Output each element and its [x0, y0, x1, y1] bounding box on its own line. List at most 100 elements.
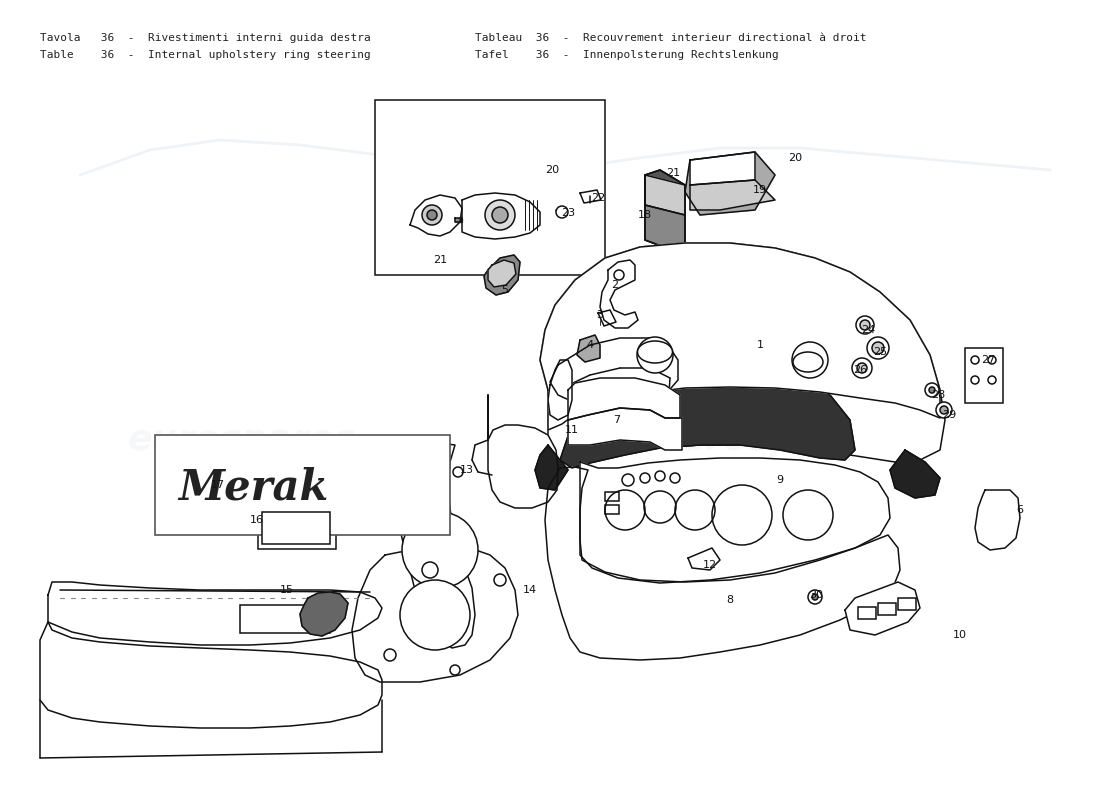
Polygon shape: [568, 408, 682, 450]
Polygon shape: [462, 193, 540, 239]
Polygon shape: [548, 360, 572, 420]
Polygon shape: [598, 310, 616, 326]
Circle shape: [936, 402, 952, 418]
Polygon shape: [645, 175, 685, 255]
Bar: [605, 492, 619, 501]
Circle shape: [872, 342, 884, 354]
Circle shape: [988, 376, 996, 384]
Polygon shape: [540, 243, 940, 430]
Text: Table    36  -  Internal upholstery ring steering: Table 36 - Internal upholstery ring stee…: [40, 50, 371, 60]
Polygon shape: [488, 260, 516, 287]
Circle shape: [808, 590, 822, 604]
Polygon shape: [352, 548, 518, 682]
Polygon shape: [560, 350, 855, 468]
Text: 23: 23: [561, 208, 575, 218]
Bar: [155, 435, 450, 535]
Polygon shape: [685, 152, 775, 215]
Text: 26: 26: [852, 365, 867, 375]
Polygon shape: [540, 243, 945, 470]
Text: 21: 21: [666, 168, 680, 178]
Ellipse shape: [638, 341, 672, 363]
Bar: [240, 605, 330, 633]
Polygon shape: [40, 622, 382, 728]
Circle shape: [443, 615, 453, 625]
Polygon shape: [580, 190, 601, 203]
Text: eurospares: eurospares: [656, 583, 884, 617]
Circle shape: [492, 207, 508, 223]
Text: 10: 10: [953, 630, 967, 640]
Text: 5: 5: [502, 285, 508, 295]
Polygon shape: [690, 180, 776, 210]
Polygon shape: [410, 195, 462, 236]
Text: 8: 8: [726, 595, 734, 605]
Polygon shape: [600, 260, 638, 328]
Text: 19: 19: [752, 185, 767, 195]
Polygon shape: [484, 255, 520, 295]
Circle shape: [405, 605, 415, 615]
Polygon shape: [544, 467, 900, 660]
Circle shape: [422, 562, 438, 578]
Bar: [858, 607, 876, 619]
Text: Tableau  36  -  Recouvrement interieur directional à droit: Tableau 36 - Recouvrement interieur dire…: [475, 33, 867, 43]
Text: 9: 9: [777, 475, 783, 485]
Text: Tafel    36  -  Innenpolsterung Rechtslenkung: Tafel 36 - Innenpolsterung Rechtslenkung: [475, 50, 779, 60]
Text: 17: 17: [211, 480, 226, 490]
Circle shape: [857, 363, 867, 373]
Circle shape: [988, 356, 996, 364]
Bar: [965, 348, 1003, 403]
Circle shape: [971, 356, 979, 364]
Text: 6: 6: [1016, 505, 1023, 515]
Text: Tavola   36  -  Rivestimenti interni guida destra: Tavola 36 - Rivestimenti interni guida d…: [40, 33, 371, 43]
Circle shape: [415, 465, 425, 475]
Polygon shape: [890, 450, 940, 498]
Circle shape: [852, 358, 872, 378]
Polygon shape: [688, 548, 720, 570]
Circle shape: [971, 376, 979, 384]
Ellipse shape: [793, 352, 823, 372]
Circle shape: [812, 594, 818, 600]
Polygon shape: [568, 378, 680, 420]
Polygon shape: [535, 445, 568, 490]
Polygon shape: [578, 335, 600, 362]
Polygon shape: [455, 218, 462, 222]
Text: eurospares: eurospares: [656, 423, 884, 457]
Text: 25: 25: [873, 347, 887, 357]
Bar: [258, 507, 336, 549]
Text: 11: 11: [565, 425, 579, 435]
Polygon shape: [390, 442, 475, 648]
Circle shape: [402, 512, 478, 588]
Circle shape: [940, 406, 948, 414]
Circle shape: [400, 580, 470, 650]
Text: 4: 4: [586, 340, 594, 350]
Bar: [262, 512, 330, 544]
Circle shape: [494, 574, 506, 586]
Polygon shape: [645, 170, 685, 255]
Text: 12: 12: [703, 560, 717, 570]
Circle shape: [384, 649, 396, 661]
Polygon shape: [845, 582, 920, 635]
Text: 20: 20: [788, 153, 802, 163]
Bar: [605, 505, 619, 514]
Polygon shape: [580, 458, 890, 583]
Text: 13: 13: [460, 465, 474, 475]
Polygon shape: [690, 152, 755, 185]
Circle shape: [453, 467, 463, 477]
Text: 16: 16: [250, 515, 264, 525]
Circle shape: [860, 320, 870, 330]
Text: 21: 21: [433, 255, 447, 265]
Text: 18: 18: [638, 210, 652, 220]
Text: eurospares: eurospares: [128, 583, 356, 617]
Text: 14: 14: [522, 585, 537, 595]
Polygon shape: [975, 490, 1020, 550]
Polygon shape: [488, 395, 558, 508]
Text: 22: 22: [591, 193, 605, 203]
Polygon shape: [48, 582, 382, 645]
Circle shape: [867, 337, 889, 359]
Text: 20: 20: [544, 165, 559, 175]
Circle shape: [427, 210, 437, 220]
Bar: [898, 598, 916, 610]
Circle shape: [856, 316, 875, 334]
Bar: [375, 100, 605, 275]
Circle shape: [925, 383, 939, 397]
Polygon shape: [550, 338, 678, 408]
